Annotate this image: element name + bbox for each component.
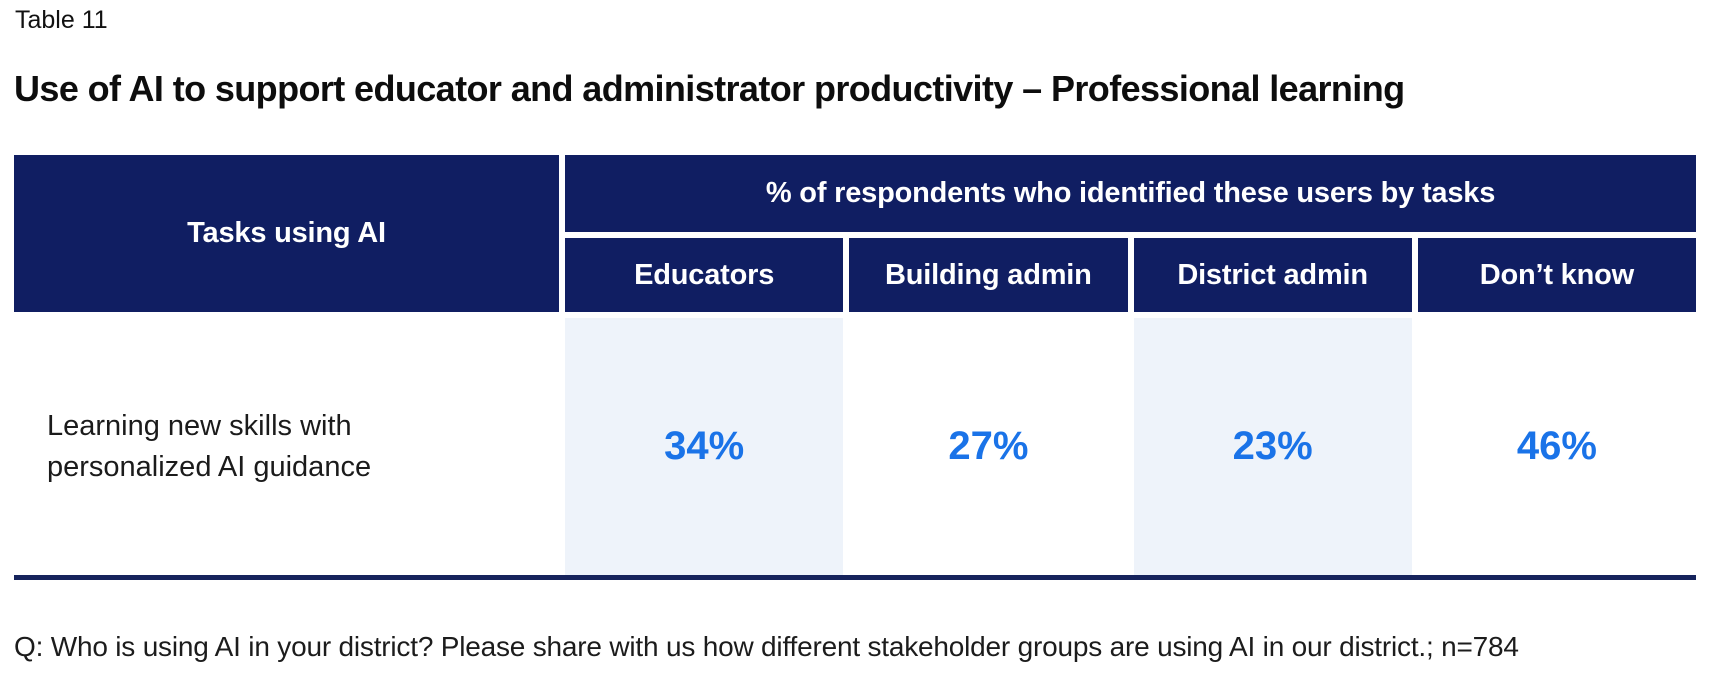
table-cell-district-admin-value: 23% [1133,318,1412,575]
column-header-district-admin: District admin [1133,238,1412,312]
column-header-dont-know: Don’t know [1417,238,1696,312]
column-header-building-admin: Building admin [849,238,1128,312]
page-title: Use of AI to support educator and admini… [14,68,1405,110]
group-column-header: % of respondents who identified these us… [565,155,1696,232]
survey-results-table: Tasks using AI % of respondents who iden… [14,155,1696,580]
table-row-task-label: Learning new skills with personalized AI… [14,318,559,575]
table-cell-educators-value: 34% [565,318,844,575]
column-header-educators: Educators [565,238,844,312]
table-number-label: Table 11 [15,6,108,34]
table-cell-dont-know-value: 46% [1417,318,1696,575]
tasks-column-header: Tasks using AI [14,155,559,312]
table-cell-building-admin-value: 27% [849,318,1128,575]
survey-question-footnote: Q: Who is using AI in your district? Ple… [14,631,1519,662]
